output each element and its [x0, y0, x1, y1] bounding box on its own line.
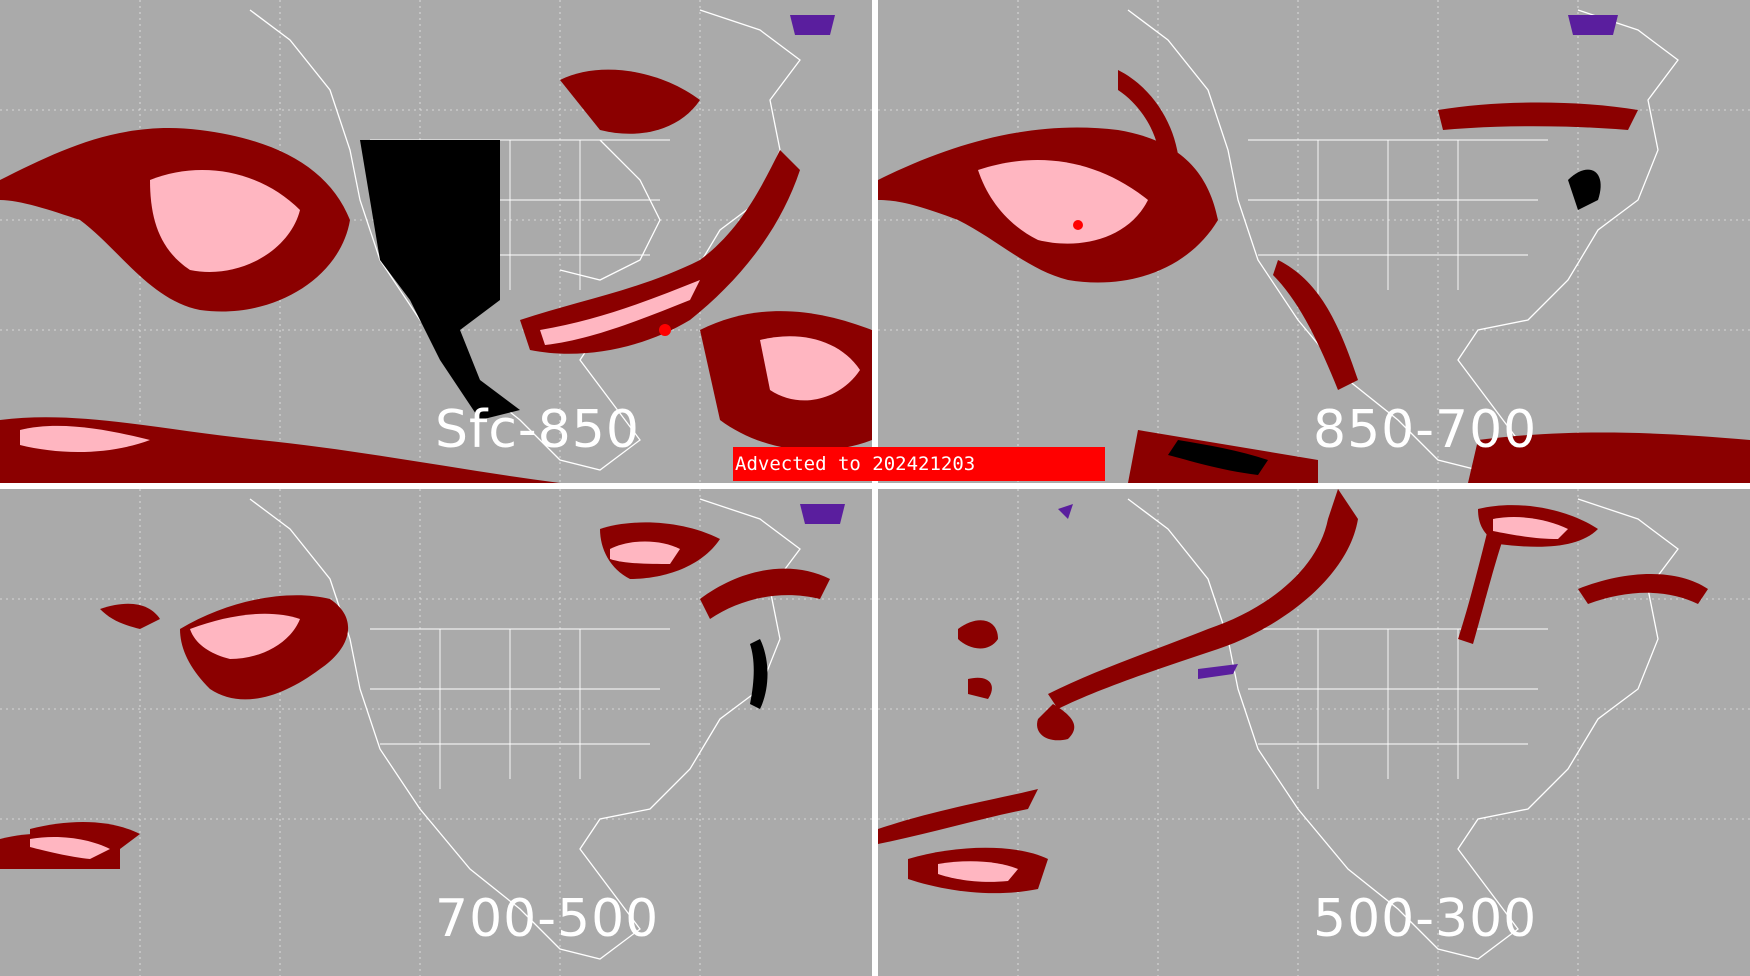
map-500-300 [878, 489, 1750, 976]
layer-label-850-700: 850-700 [1313, 400, 1538, 460]
panel-700-500: 700-500 [0, 489, 872, 976]
map-700-500 [0, 489, 872, 976]
map-850-700 [878, 0, 1750, 483]
layer-label-700-500: 700-500 [435, 889, 660, 949]
map-sfc-850 [0, 0, 872, 483]
panel-sfc-850: Sfc-850 [0, 0, 872, 483]
layer-label-sfc-850: Sfc-850 [435, 400, 640, 460]
advected-banner: Advected to 202421203 [733, 447, 1105, 481]
panel-850-700: 850-700 [878, 0, 1750, 483]
layer-label-500-300: 500-300 [1313, 889, 1538, 949]
panel-500-300: 500-300 [878, 489, 1750, 976]
